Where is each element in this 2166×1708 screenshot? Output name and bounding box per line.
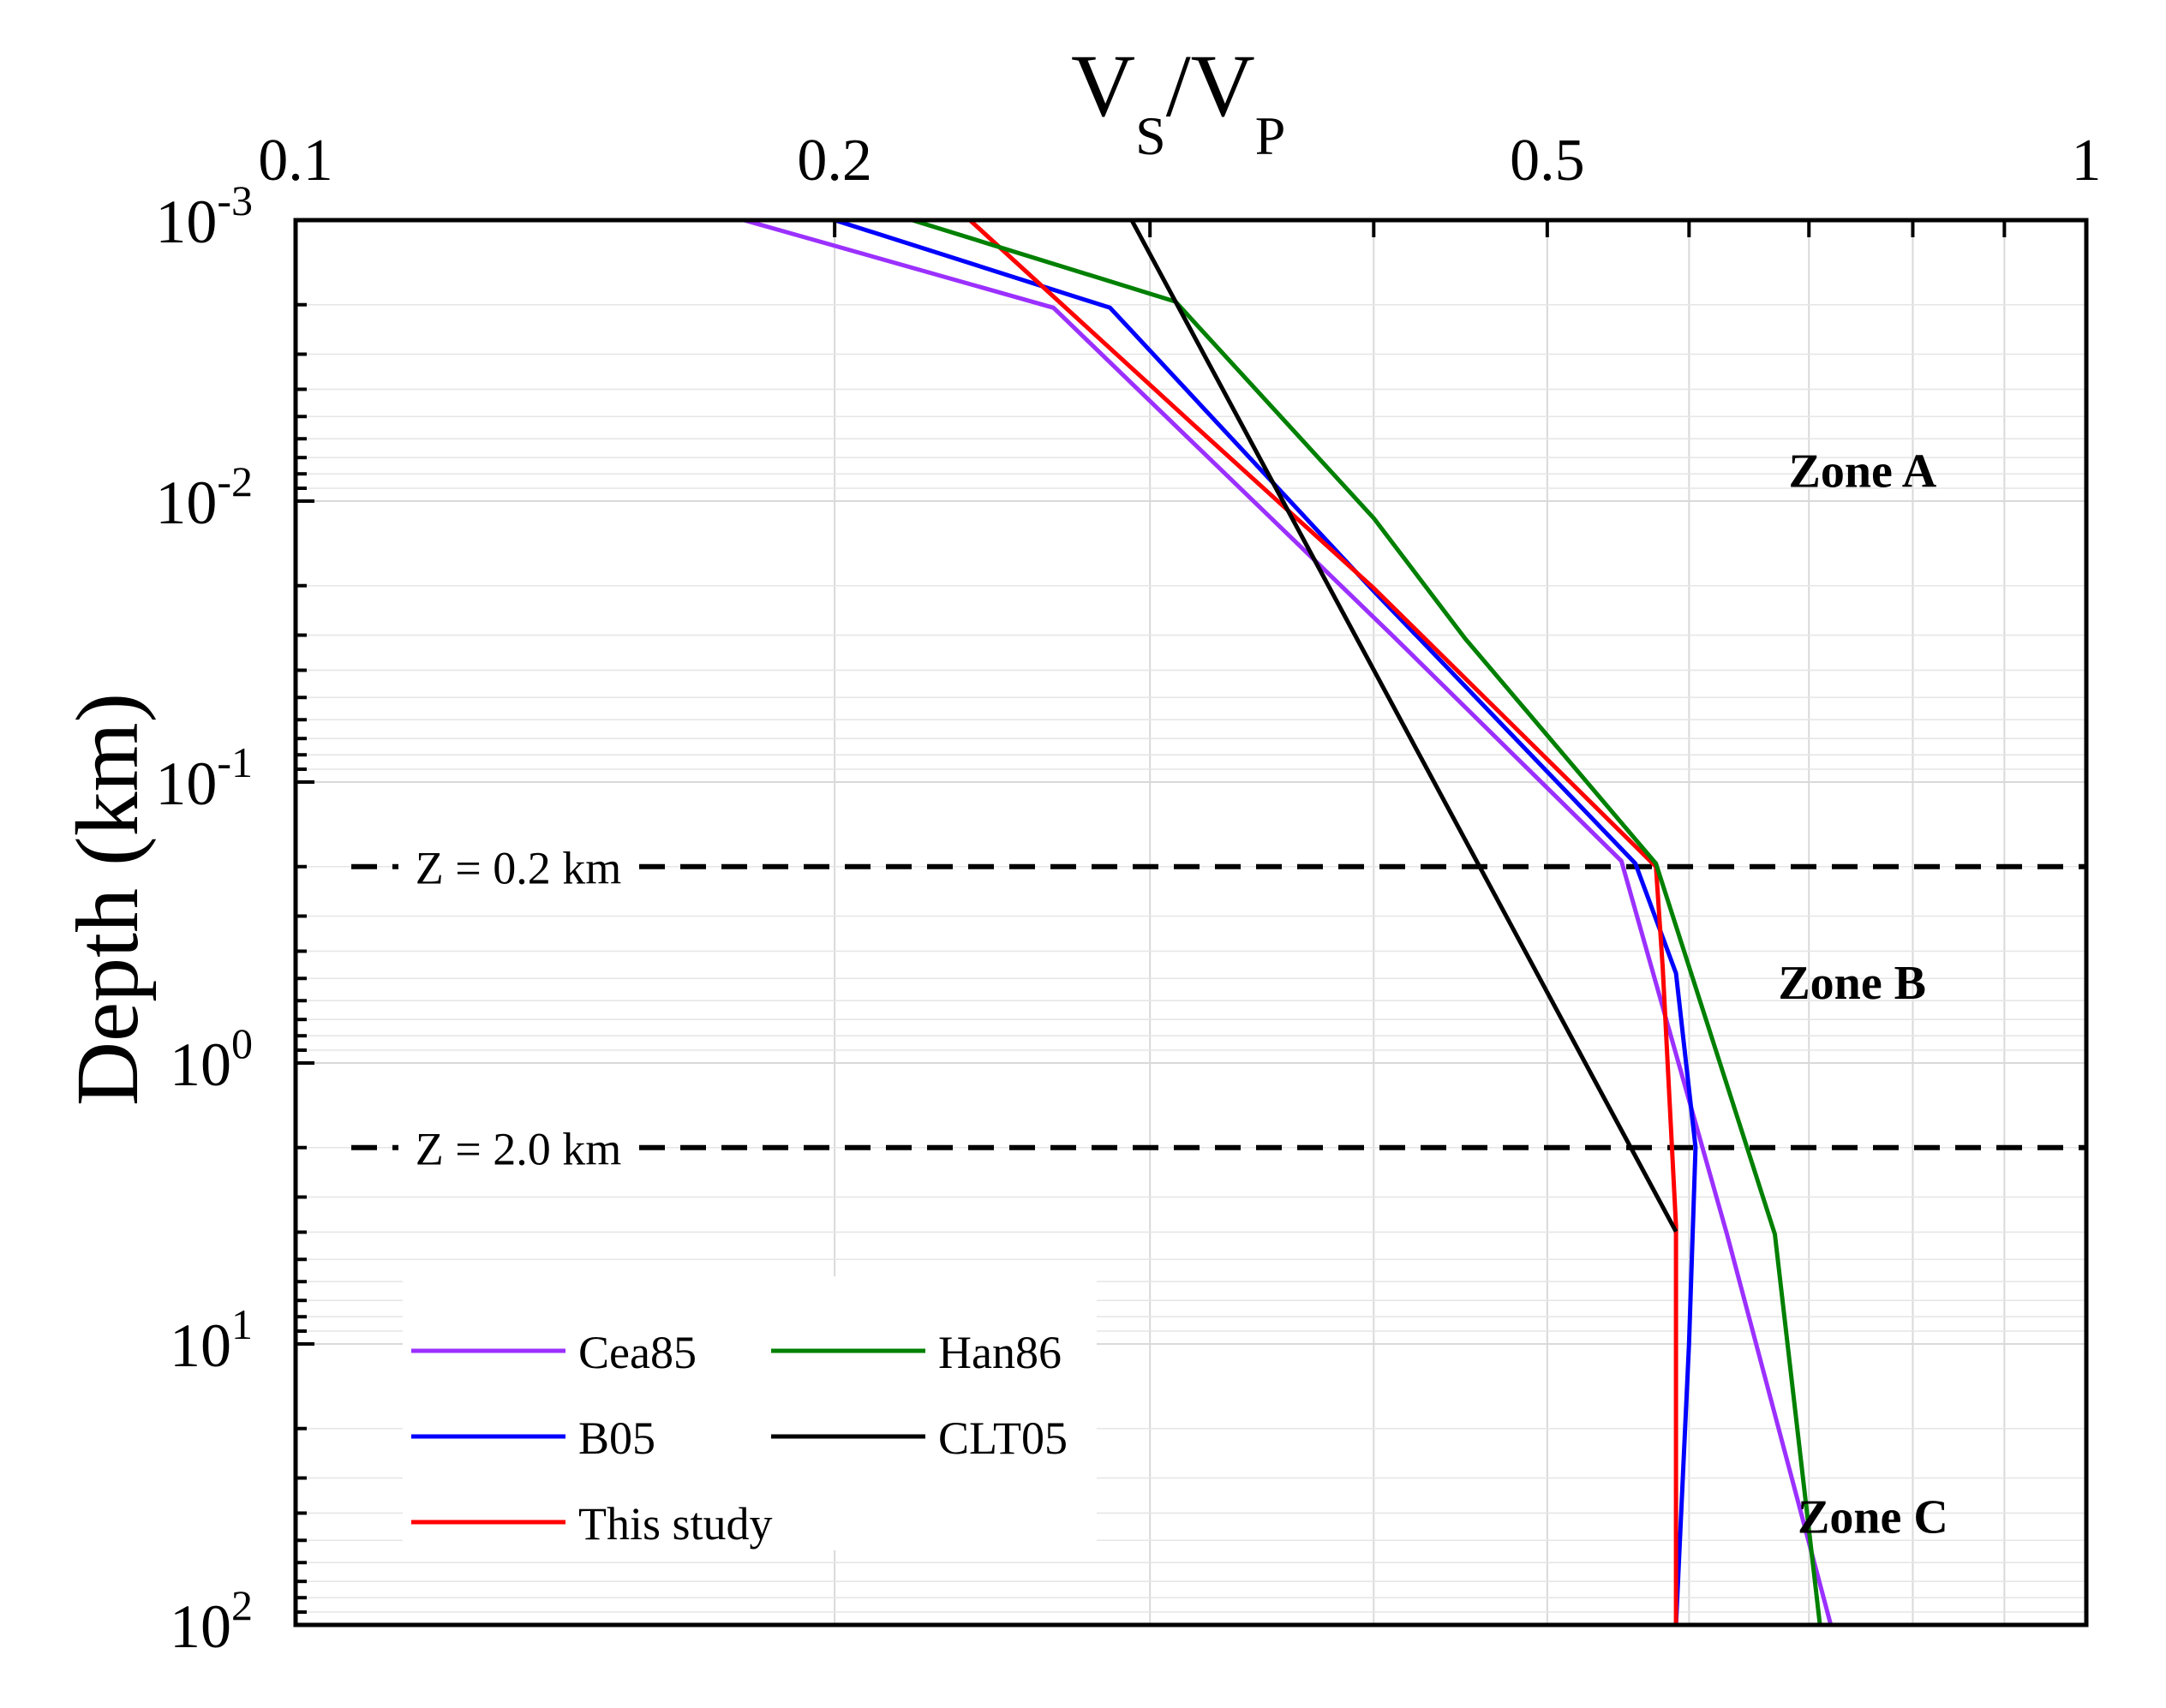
zone-label: Zone C [1798, 1490, 1948, 1544]
series-group [743, 218, 1834, 1626]
series-line-b05 [834, 218, 1698, 1626]
legend-label: This study [578, 1498, 773, 1550]
y-tick-label: 102 [170, 1581, 253, 1661]
legend-label: B05 [578, 1412, 655, 1464]
zone-label: Zone A [1789, 445, 1937, 498]
y-tick-label: 101 [170, 1300, 253, 1380]
x-tick-label: 1 [2072, 128, 2102, 194]
legend-label: Han86 [938, 1327, 1062, 1378]
y-tick-label: 100 [170, 1019, 253, 1099]
y-axis-label: Depth (km) [58, 693, 157, 1106]
series-line-clt05 [1129, 218, 1678, 1233]
plot-frame [293, 218, 2089, 1627]
tick-labels: 0.1 0.2 0.5 1 10-3 10-2 10-1 100 101 102 [155, 128, 2101, 1661]
x-tick-label: 0.2 [797, 128, 872, 194]
chart-title: VS/VP [1071, 37, 1285, 166]
reference-label-background [398, 835, 638, 898]
legend-label: Cea85 [578, 1327, 697, 1378]
reference-lines: Z = 0.2 km Z = 2.0 km [351, 835, 2086, 1179]
reference-line-label: Z = 2.0 km [416, 1124, 621, 1175]
ticks [294, 218, 2088, 1614]
series-line-cea85 [743, 218, 1834, 1626]
reference-label-background [398, 1116, 638, 1179]
legend-background [403, 1276, 1097, 1550]
y-tick-label: 10-2 [155, 457, 253, 537]
legend-label: CLT05 [938, 1412, 1068, 1464]
y-tick-label: 10-3 [155, 176, 253, 256]
reference-line-label: Z = 0.2 km [416, 843, 621, 894]
x-tick-label: 0.1 [258, 128, 333, 194]
zone-labels: Zone A Zone B Zone C [1778, 445, 1948, 1544]
y-tick-label: 10-1 [155, 738, 253, 818]
zone-label: Zone B [1778, 957, 1926, 1010]
legend: Cea85 Han86 B05 CLT05 This study [411, 1327, 1068, 1550]
x-tick-label: 0.5 [1510, 128, 1585, 194]
